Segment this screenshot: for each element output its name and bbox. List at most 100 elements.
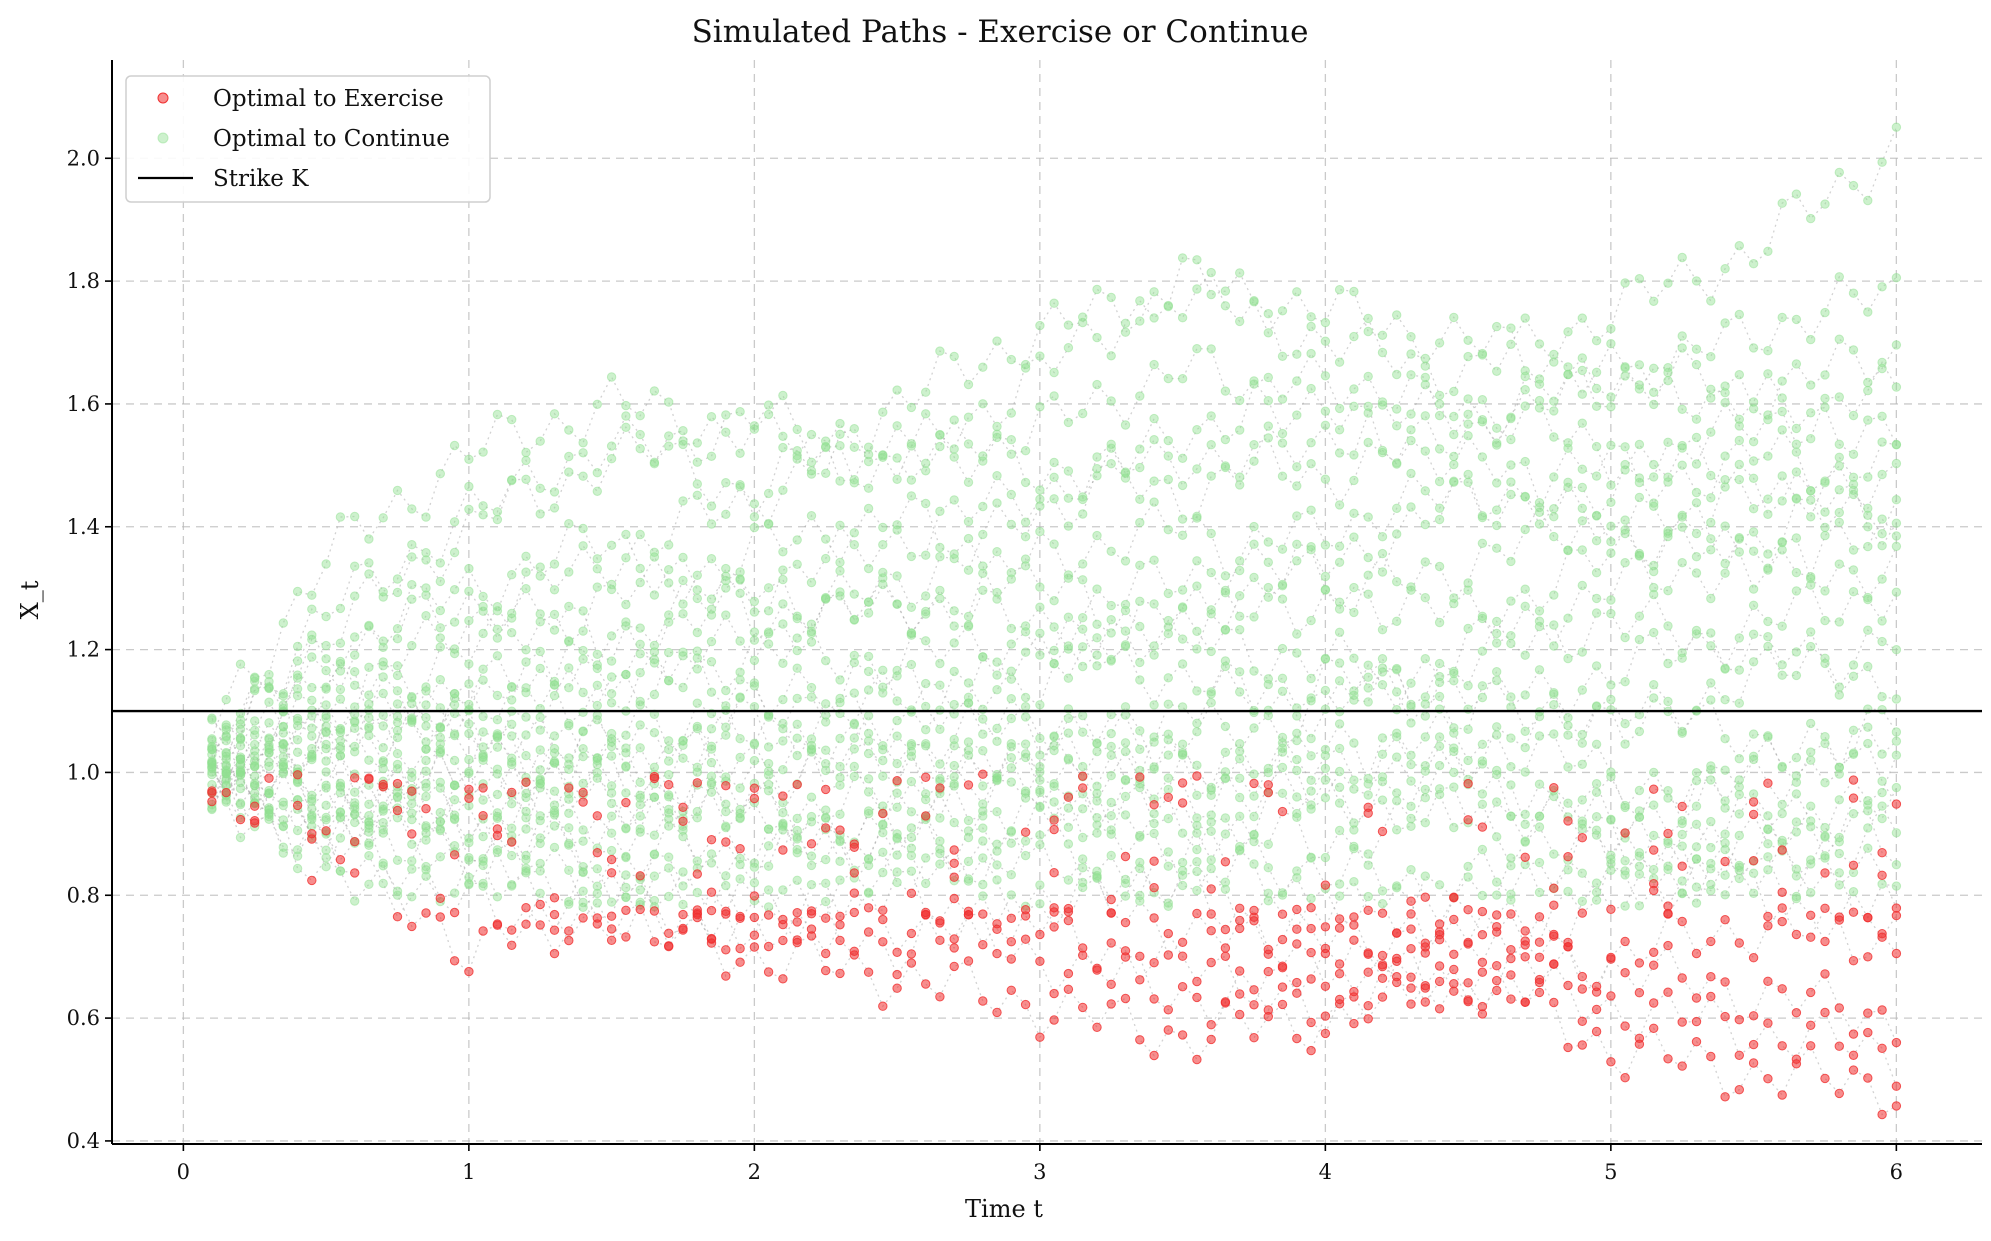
continue-point: [1591, 383, 1602, 394]
continue-point: [1649, 501, 1659, 511]
continue-point: [1406, 821, 1416, 831]
exercise-point: [421, 804, 431, 814]
continue-point: [1420, 761, 1431, 771]
exercise-point: [606, 924, 617, 934]
continue-point: [1820, 522, 1830, 533]
continue-point: [1820, 658, 1830, 669]
continue-point: [507, 881, 517, 891]
continue-point: [1049, 779, 1059, 789]
continue-point: [1520, 601, 1530, 611]
continue-point: [1820, 738, 1830, 749]
continue-point: [1392, 577, 1402, 587]
continue-point: [507, 608, 517, 619]
continue-point: [1606, 521, 1616, 531]
continue-point: [435, 732, 445, 743]
continue-point: [1092, 746, 1102, 757]
exercise-point: [606, 935, 617, 945]
continue-point: [478, 854, 488, 864]
continue-point: [1492, 765, 1502, 776]
continue-point: [1049, 658, 1059, 669]
continue-point: [1691, 432, 1702, 443]
continue-point: [564, 823, 574, 833]
continue-point: [421, 865, 431, 875]
continue-point: [1534, 665, 1545, 675]
continue-point: [735, 874, 745, 884]
continue-point: [549, 503, 560, 513]
continue-point: [464, 768, 474, 779]
continue-point: [1406, 349, 1416, 359]
continue-point: [1720, 568, 1730, 578]
exercise-point: [1249, 778, 1259, 789]
exercise-point: [849, 907, 859, 918]
continue-point: [478, 447, 488, 457]
exercise-point: [735, 957, 745, 967]
continue-point: [521, 813, 531, 823]
continue-point: [992, 547, 1002, 557]
exercise-point: [1434, 976, 1445, 987]
continue-point: [1634, 848, 1645, 858]
continue-point: [763, 824, 774, 834]
exercise-point: [1306, 923, 1316, 934]
continue-point: [435, 558, 445, 568]
continue-point: [935, 658, 945, 669]
continue-point: [1477, 759, 1488, 769]
continue-point: [1549, 791, 1559, 802]
exercise-point: [292, 800, 303, 811]
continue-point: [292, 641, 303, 652]
continue-point: [350, 723, 360, 733]
exercise-point: [792, 908, 802, 918]
continue-point: [378, 743, 388, 753]
continue-point: [1663, 278, 1673, 288]
continue-point: [863, 608, 874, 618]
continue-point: [992, 594, 1002, 604]
continue-point: [364, 879, 374, 889]
continue-point: [949, 495, 959, 505]
continue-point: [1734, 754, 1745, 764]
continue-point: [1434, 399, 1445, 409]
continue-point: [335, 866, 346, 876]
continue-point: [806, 628, 817, 638]
continue-point: [1206, 785, 1216, 795]
exercise-point: [1035, 956, 1045, 966]
continue-point: [949, 452, 959, 462]
exercise-point: [1049, 815, 1059, 825]
continue-point: [1706, 470, 1716, 481]
continue-point: [606, 540, 617, 550]
continue-point: [706, 594, 717, 604]
continue-point: [906, 551, 917, 562]
continue-point: [1006, 890, 1016, 900]
continue-point: [1092, 464, 1102, 474]
exercise-point: [1706, 1051, 1716, 1062]
continue-point: [949, 734, 959, 745]
continue-point: [1720, 803, 1730, 813]
continue-point: [535, 562, 545, 572]
continue-point: [664, 852, 674, 862]
continue-point: [478, 664, 488, 674]
continue-point: [1163, 813, 1174, 824]
continue-point: [292, 673, 303, 683]
continue-point: [835, 566, 845, 576]
continue-point: [1806, 380, 1816, 390]
continue-point: [1020, 786, 1031, 796]
exercise-point: [407, 786, 417, 796]
continue-point: [1663, 367, 1673, 378]
continue-point: [1249, 612, 1259, 622]
continue-point: [492, 651, 503, 661]
continue-point: [1049, 645, 1059, 656]
continue-point: [1306, 542, 1316, 552]
exercise-point: [1092, 965, 1102, 975]
continue-point: [1149, 359, 1159, 370]
exercise-point: [1477, 1009, 1488, 1019]
continue-point: [250, 716, 260, 726]
continue-point: [1591, 812, 1602, 822]
continue-point: [1420, 411, 1431, 421]
continue-point: [1449, 676, 1459, 686]
exercise-point: [1434, 935, 1445, 945]
continue-point: [1206, 440, 1216, 450]
exercise-point: [921, 811, 931, 821]
continue-point: [1834, 868, 1845, 878]
continue-point: [1006, 777, 1016, 787]
exercise-point: [1392, 977, 1402, 988]
continue-point: [1763, 839, 1773, 849]
exercise-point: [1706, 936, 1716, 947]
